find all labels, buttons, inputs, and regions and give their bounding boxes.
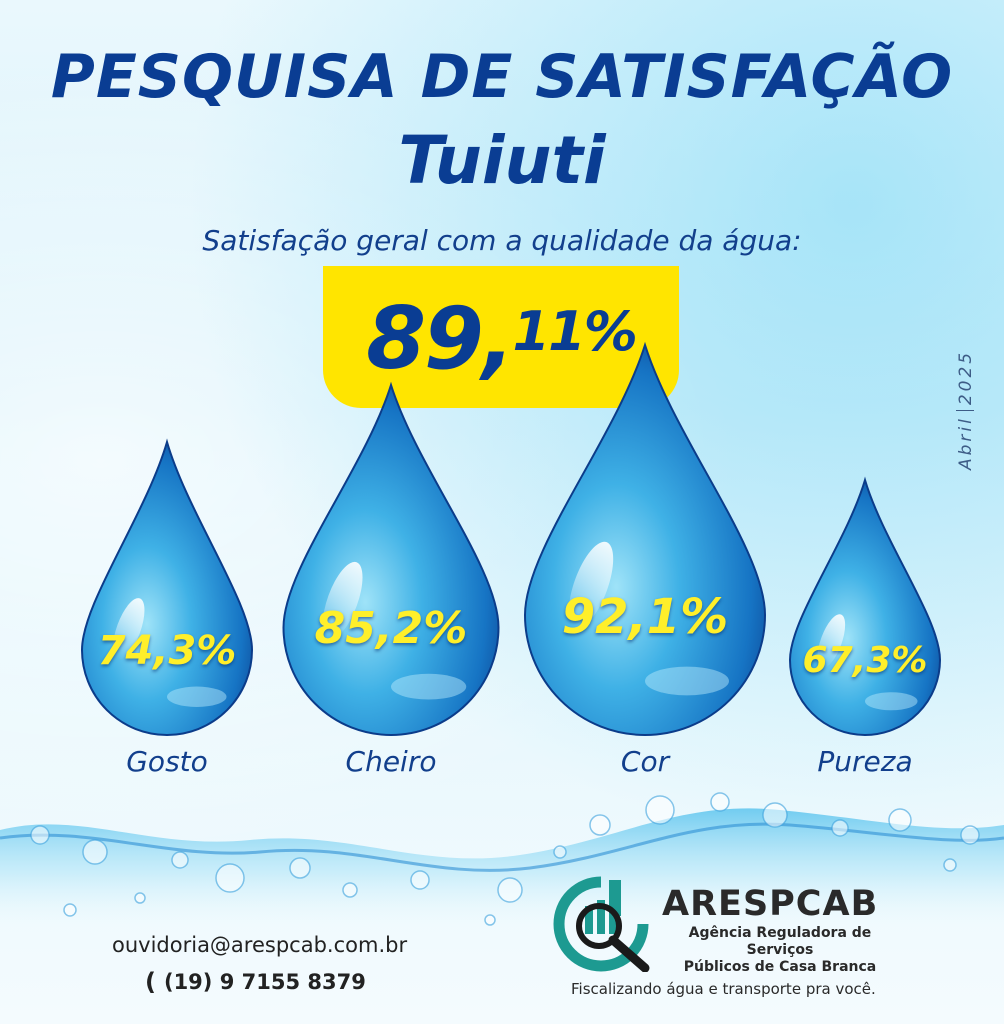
overall-highlight-box [323,266,679,408]
drop-label-cheiro: Cheiro [345,745,437,778]
agency-line2: Públicos de Casa Branca [683,959,877,975]
water-drop-gosto [80,438,254,736]
overall-percentage: 89,11% [323,282,679,389]
drop-label-pureza: Pureza [817,745,913,778]
agency-name: Agência Reguladora de Serviços Públicos … [660,925,900,976]
overall-subtitle: Satisfação geral com a qualidade da água… [202,224,802,257]
drop-value-gosto: 74,3% [97,628,237,674]
agency-line1: Agência Reguladora de Serviços [688,925,872,958]
overall-dec: 11% [512,300,638,363]
slogan: Fiscalizando água e transporte pra você. [571,980,876,998]
overall-int: 89, [366,289,514,389]
contact-phone[interactable]: ( (19) 9 7155 8379 [145,968,405,996]
water-drop-cor [523,341,767,736]
page-title: PESQUISA DE SATISFAÇÃO [50,42,954,112]
arespcab-logo-icon [553,876,650,972]
drop-label-cor: Cor [620,745,670,778]
location-title: Tuiuti [398,122,606,199]
water-drop-pureza [788,476,942,736]
phone-icon: ( [145,968,156,996]
brand-name: ARESPCAB [662,884,879,924]
drop-value-cheiro: 85,2% [314,603,468,655]
water-wave-graphic [0,792,1004,940]
drop-label-gosto: Gosto [126,745,208,778]
phone-number: (19) 9 7155 8379 [163,970,366,994]
contact-email[interactable]: ouvidoria@arespcab.com.br [112,933,408,957]
water-drop-cheiro [282,381,500,736]
drop-value-cor: 92,1% [561,588,729,645]
drop-value-pureza: 67,3% [802,640,928,682]
